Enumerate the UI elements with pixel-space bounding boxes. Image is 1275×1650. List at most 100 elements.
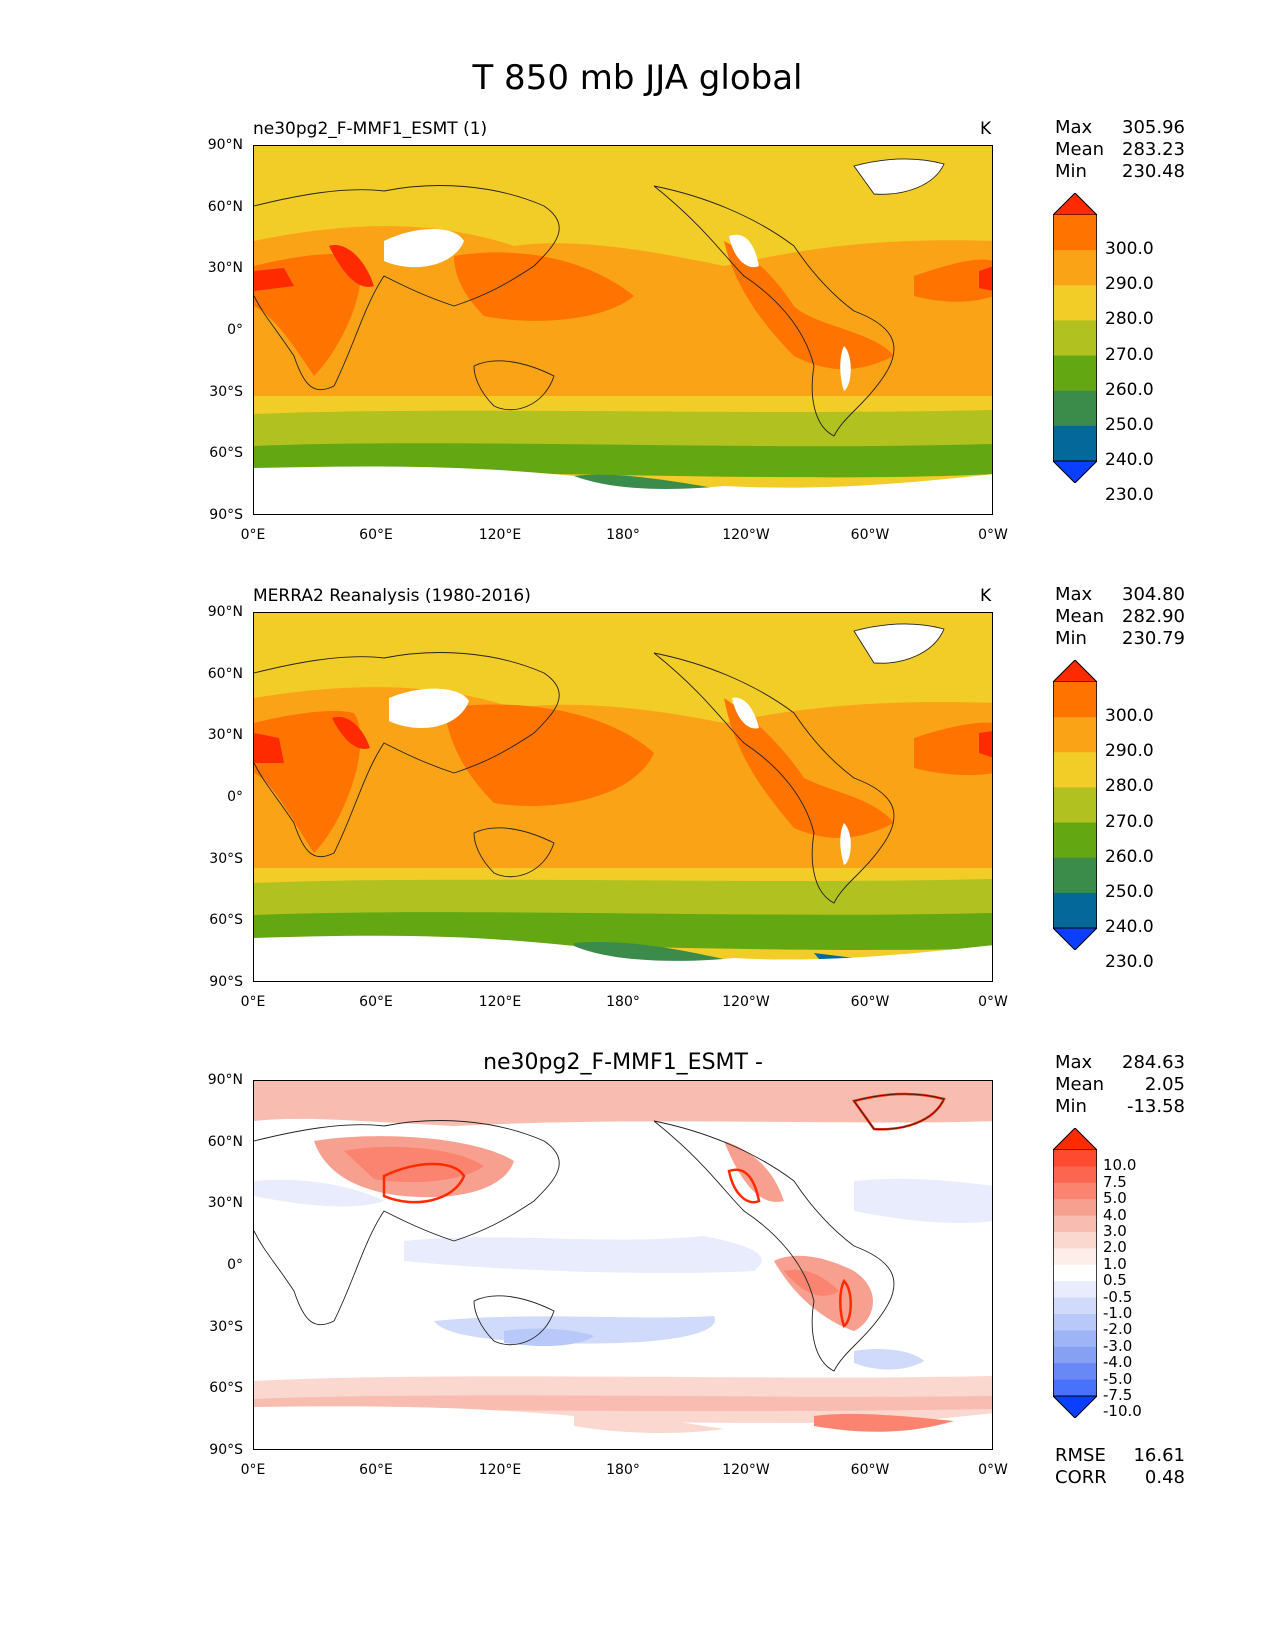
stat-max: 284.63	[1122, 1052, 1185, 1073]
panel-model: ne30pg2_F-MMF1_ESMT (1) K	[0, 115, 1275, 555]
lon-tick-label: 120°W	[722, 527, 770, 543]
colorbar-segment	[1053, 215, 1097, 251]
colorbar-tick-label: -4.0	[1103, 1353, 1133, 1372]
lat-tick-label: 60°S	[209, 445, 243, 461]
stats-box: Max 284.63 Mean 2.05 Min -13.58	[1055, 1052, 1185, 1118]
colorbar-tick-label: -3.0	[1103, 1336, 1133, 1355]
panel-reanalysis: MERRA2 Reanalysis (1980-2016) K	[0, 582, 1275, 1022]
lat-tick-label: 0°	[227, 1257, 243, 1273]
lon-tick-label: 120°E	[478, 1462, 522, 1478]
rmse-value: 16.61	[1133, 1445, 1185, 1466]
colorbar-segment	[1053, 1330, 1097, 1348]
corr-value: 0.48	[1144, 1467, 1185, 1488]
lon-tick-label: 120°W	[722, 994, 770, 1010]
colorbar-segment	[1053, 425, 1097, 462]
lat-tick-label: 30°N	[207, 727, 243, 743]
colorbar-segment	[1053, 1363, 1097, 1381]
colorbar-extend-top	[1053, 1128, 1097, 1151]
stat-mean: 2.05	[1144, 1074, 1185, 1095]
lat-tick-label: 30°N	[207, 1195, 243, 1211]
lon-tick-label: 0°W	[978, 994, 1008, 1010]
colorbar-segment	[1053, 1150, 1097, 1167]
colorbar-segment	[1053, 320, 1097, 357]
colorbar-segment	[1053, 1182, 1097, 1200]
lat-tick-label: 90°S	[209, 974, 243, 990]
colorbar-tick-label: 290.0	[1105, 741, 1154, 762]
colorbar	[1053, 1128, 1097, 1418]
metric-label: RMSE	[1055, 1445, 1106, 1466]
colorbar-tick-label: 240.0	[1105, 450, 1154, 470]
lon-tick-label: 0°E	[240, 527, 266, 543]
map-frame	[253, 145, 993, 515]
metric-label: CORR	[1055, 1467, 1107, 1488]
lat-tick-label: 0°	[227, 322, 243, 338]
colorbar-tick-label: 260.0	[1105, 846, 1154, 867]
colorbar-segment	[1053, 1166, 1097, 1184]
colorbar-tick-label: 300.0	[1105, 706, 1154, 727]
stat-mean: 282.90	[1122, 606, 1185, 627]
colorbar-tick-label: -2.0	[1103, 1320, 1133, 1339]
lat-tick-label: 90°N	[207, 604, 243, 620]
stat-label: Max	[1055, 584, 1093, 605]
lon-tick-label: 0°E	[240, 1462, 266, 1478]
colorbar-extend-top	[1053, 193, 1097, 216]
units-label: K	[980, 119, 992, 139]
stat-min: 230.79	[1122, 628, 1185, 649]
colorbar-segment	[1053, 250, 1097, 286]
lon-tick-label: 60°W	[850, 527, 890, 543]
colorbar-tick-label: 5.0	[1103, 1189, 1127, 1208]
colorbar-tick-label: 7.5	[1103, 1172, 1127, 1191]
lat-tick-label: 60°S	[209, 1380, 243, 1396]
stat-max: 304.80	[1122, 584, 1185, 605]
colorbar-tick-label: 1.0	[1103, 1254, 1127, 1273]
colorbar-tick-label: 280.0	[1105, 309, 1154, 330]
colorbar-extend-top	[1053, 660, 1097, 683]
colorbar-extend-bottom	[1053, 1395, 1097, 1418]
colorbar-segment	[1053, 857, 1097, 894]
colorbar-segment	[1053, 1232, 1097, 1249]
lon-tick-label: 60°W	[850, 994, 890, 1010]
lon-tick-label: 0°E	[240, 994, 266, 1010]
stat-max: 305.96	[1122, 117, 1185, 138]
colorbar-segment	[1053, 1215, 1097, 1233]
temperature-map	[254, 146, 992, 514]
difference-map	[254, 1081, 992, 1449]
colorbar-segment	[1053, 682, 1097, 718]
colorbar-segment	[1053, 1379, 1097, 1397]
lat-tick-label: 30°S	[209, 384, 243, 400]
colorbar-tick-label: 270.0	[1105, 344, 1154, 365]
colorbar-segment	[1053, 285, 1097, 321]
lon-tick-label: 60°E	[359, 527, 393, 543]
lat-tick-label: 30°S	[209, 851, 243, 867]
colorbar-extend-bottom	[1053, 927, 1097, 950]
colorbar-tick-label: 270.0	[1105, 811, 1154, 832]
lat-tick-label: 30°N	[207, 260, 243, 276]
lat-tick-label: 0°	[227, 789, 243, 805]
colorbar-tick-label: 260.0	[1105, 379, 1154, 400]
stat-label: Max	[1055, 1052, 1093, 1073]
colorbar-segment	[1053, 787, 1097, 824]
colorbar-tick-label: 290.0	[1105, 274, 1154, 295]
colorbar-tick-label: 2.0	[1103, 1238, 1127, 1257]
colorbar-tick-label: 4.0	[1103, 1205, 1127, 1224]
colorbar-tick-label: 230.0	[1105, 952, 1154, 973]
colorbar-segment	[1053, 1346, 1097, 1364]
lat-tick-label: 90°S	[209, 1442, 243, 1458]
colorbar-tick-label: -1.0	[1103, 1304, 1133, 1322]
colorbar-tick-label: 240.0	[1105, 917, 1154, 937]
colorbar-segment	[1053, 1314, 1097, 1331]
lon-tick-label: 120°E	[478, 527, 522, 543]
colorbar-tick-label: 280.0	[1105, 776, 1154, 797]
colorbar-segment	[1053, 1199, 1097, 1217]
colorbar-segment	[1053, 1297, 1097, 1315]
units-label: K	[980, 586, 992, 606]
colorbar-segment	[1053, 1264, 1097, 1282]
lon-tick-label: 0°W	[978, 1462, 1008, 1478]
lat-tick-label: 30°S	[209, 1319, 243, 1335]
colorbar-segment	[1053, 355, 1097, 392]
lat-tick-label: 60°N	[207, 666, 243, 682]
lat-tick-label: 90°S	[209, 507, 243, 523]
stats-box: Max 304.80 Mean 282.90 Min 230.79	[1055, 584, 1185, 650]
figure-title: T 850 mb JJA global	[472, 58, 803, 98]
colorbar-tick-label: 10.0	[1103, 1156, 1137, 1175]
